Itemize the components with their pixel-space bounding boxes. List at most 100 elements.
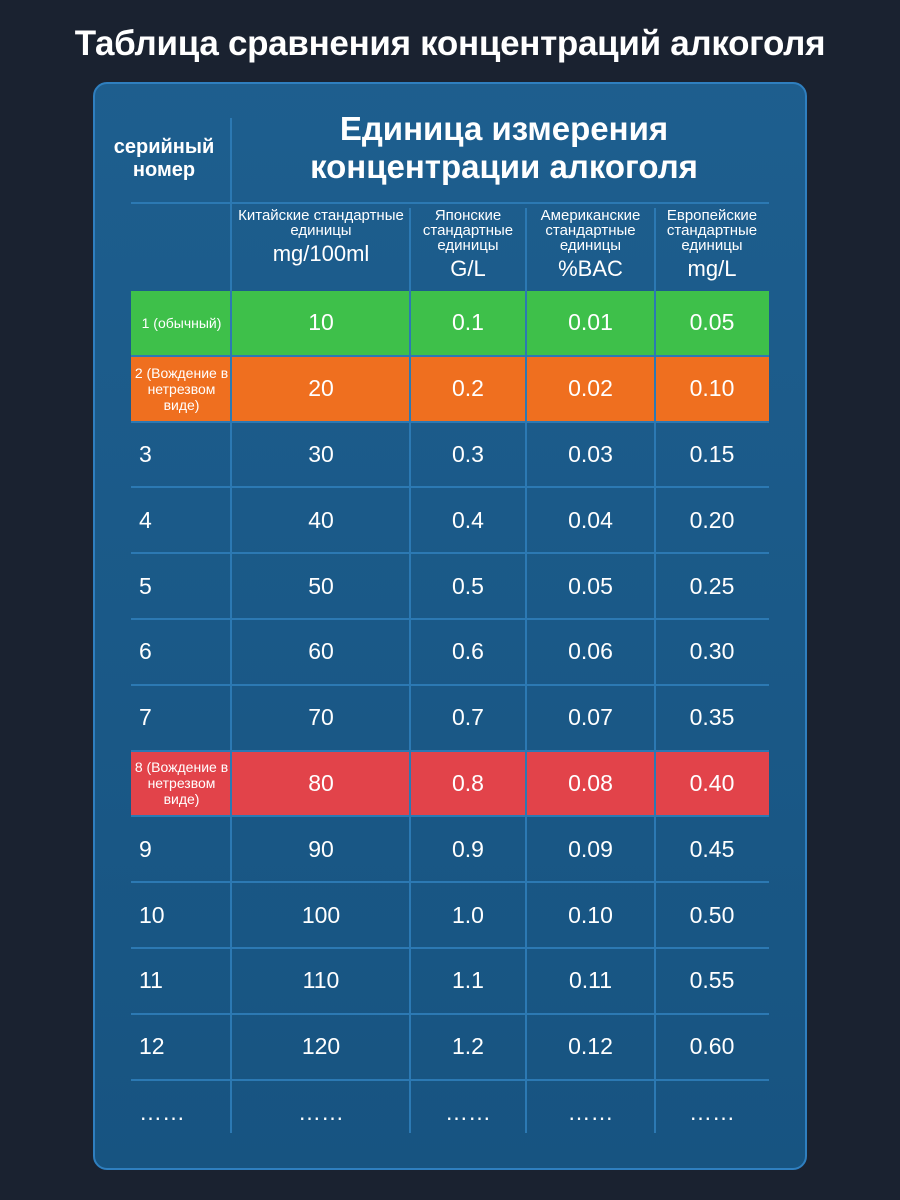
serial-cell: 12 bbox=[139, 1033, 165, 1060]
column-header-4: Европейские стандартные единицы mg/L bbox=[655, 208, 769, 281]
value-cell: 70 bbox=[308, 704, 334, 731]
serial-cell: 8 (Вождение в нетрезвом виде) bbox=[134, 759, 229, 808]
grid-line-horizontal bbox=[131, 618, 769, 620]
comparison-table-panel bbox=[93, 82, 807, 1170]
serial-cell: …… bbox=[139, 1098, 185, 1125]
value-cell: …… bbox=[689, 1098, 735, 1125]
value-cell: 0.25 bbox=[689, 572, 735, 599]
value-cell: 0.05 bbox=[689, 309, 735, 336]
grid-line-horizontal bbox=[131, 420, 769, 423]
serial-cell: 10 bbox=[139, 901, 165, 928]
column-header-label: Китайские стандартные единицы bbox=[238, 207, 404, 239]
value-cell: …… bbox=[567, 1098, 614, 1125]
value-cell: 0.40 bbox=[689, 769, 735, 796]
value-cell: 0.3 bbox=[452, 440, 484, 467]
value-cell: 120 bbox=[301, 1033, 341, 1060]
value-cell: 0.15 bbox=[689, 440, 735, 467]
value-cell: 0.07 bbox=[568, 704, 613, 731]
value-cell: 0.10 bbox=[568, 901, 613, 928]
value-cell: 0.7 bbox=[452, 704, 484, 731]
value-cell: 0.05 bbox=[568, 572, 613, 599]
value-cell: 0.12 bbox=[568, 1033, 613, 1060]
column-header-1: Китайские стандартные единицы mg/100ml bbox=[232, 208, 410, 266]
value-cell: 1.0 bbox=[452, 901, 484, 928]
value-cell: 0.8 bbox=[452, 769, 484, 796]
grid-line-vertical bbox=[654, 208, 656, 1133]
value-cell: 110 bbox=[302, 967, 340, 994]
serial-cell: 4 bbox=[139, 506, 152, 533]
grid-line-vertical bbox=[230, 118, 232, 1133]
value-cell: 0.45 bbox=[689, 835, 735, 862]
serial-cell: 9 bbox=[139, 835, 152, 862]
value-cell: 50 bbox=[308, 572, 334, 599]
grid-line-horizontal bbox=[131, 683, 769, 686]
column-header-unit: mg/100ml bbox=[272, 241, 370, 266]
value-cell: 0.04 bbox=[568, 506, 613, 533]
value-cell: 0.09 bbox=[568, 835, 613, 862]
serial-cell: 7 bbox=[139, 704, 152, 731]
grid-line-horizontal bbox=[131, 1012, 769, 1015]
column-header-unit: G/L bbox=[450, 256, 486, 281]
value-cell: 90 bbox=[308, 835, 334, 862]
value-cell: 0.02 bbox=[568, 375, 613, 402]
value-cell: 10 bbox=[308, 309, 334, 336]
value-cell: 0.06 bbox=[568, 638, 613, 665]
value-cell: 30 bbox=[308, 440, 334, 467]
page-title: Таблица сравнения концентраций алкоголя bbox=[74, 24, 826, 63]
value-cell: 0.20 bbox=[689, 506, 735, 533]
table-row bbox=[131, 291, 769, 355]
grid-line-horizontal bbox=[131, 552, 769, 555]
value-cell: 0.03 bbox=[568, 440, 613, 467]
column-header-unit: %BAC bbox=[558, 256, 623, 281]
serial-cell: 1 (обычный) bbox=[141, 314, 222, 331]
column-header-3: Американские стандартные единицы %BAC bbox=[526, 208, 655, 281]
column-header-unit: mg/L bbox=[687, 256, 737, 281]
value-cell: 100 bbox=[301, 901, 341, 928]
value-cell: …… bbox=[298, 1098, 344, 1125]
value-cell: 0.6 bbox=[452, 638, 484, 665]
serial-cell: 11 bbox=[139, 967, 163, 994]
grid-line-horizontal bbox=[131, 486, 769, 489]
value-cell: 0.4 bbox=[452, 506, 484, 533]
value-cell: 0.01 bbox=[568, 309, 613, 336]
value-cell: 40 bbox=[308, 506, 334, 533]
grid-line-horizontal bbox=[131, 881, 769, 884]
value-cell: 0.9 bbox=[452, 835, 484, 862]
grid-line-vertical bbox=[525, 208, 527, 1133]
column-header-label: Американские стандартные единицы bbox=[540, 207, 641, 254]
table-row bbox=[131, 356, 769, 421]
value-cell: 60 bbox=[308, 638, 334, 665]
value-cell: 0.08 bbox=[568, 769, 613, 796]
serial-cell: 3 bbox=[139, 440, 152, 467]
grid-line-horizontal bbox=[131, 815, 769, 818]
grid-line-horizontal bbox=[131, 202, 769, 204]
value-cell: …… bbox=[445, 1098, 491, 1125]
value-cell: 0.10 bbox=[689, 375, 735, 402]
grid-line-horizontal bbox=[131, 1078, 769, 1081]
serial-cell: 2 (Вождение в нетрезвом виде) bbox=[134, 364, 229, 413]
value-cell: 0.11 bbox=[568, 967, 613, 994]
column-header-2: Японские стандартные единицы G/L bbox=[410, 208, 526, 281]
value-cell: 1.1 bbox=[452, 967, 484, 994]
grid-line-vertical bbox=[409, 208, 411, 1133]
value-cell: 0.60 bbox=[689, 1033, 735, 1060]
value-cell: 0.1 bbox=[452, 309, 484, 336]
value-cell: 0.50 bbox=[689, 901, 735, 928]
column-header-label: Японские стандартные единицы bbox=[422, 207, 514, 254]
column-header-label: Европейские стандартные единицы bbox=[666, 207, 758, 254]
value-cell: 0.55 bbox=[689, 967, 735, 994]
serial-number-header: серийный номер bbox=[113, 136, 215, 181]
value-cell: 0.35 bbox=[689, 704, 735, 731]
value-cell: 0.30 bbox=[689, 638, 735, 665]
grid-line-horizontal bbox=[131, 354, 769, 357]
serial-cell: 6 bbox=[139, 638, 152, 665]
table-row bbox=[131, 751, 769, 816]
value-cell: 0.5 bbox=[452, 572, 484, 599]
value-cell: 1.2 bbox=[452, 1033, 484, 1060]
unit-header: Единица измерения концентрации алкоголя bbox=[310, 110, 698, 185]
value-cell: 20 bbox=[308, 375, 334, 402]
value-cell: 80 bbox=[308, 769, 334, 796]
grid-line-horizontal bbox=[131, 749, 769, 752]
serial-cell: 5 bbox=[139, 572, 152, 599]
grid-line-horizontal bbox=[131, 947, 769, 949]
